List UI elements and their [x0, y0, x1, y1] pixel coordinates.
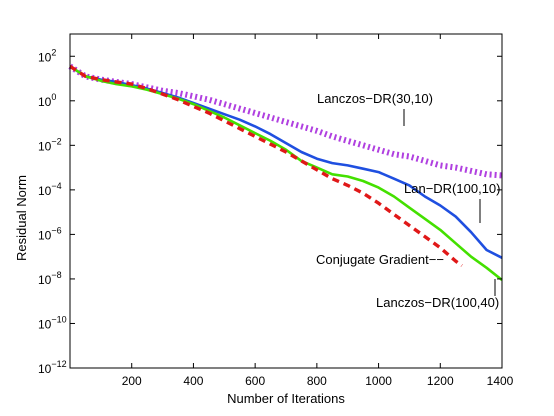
series-line-conjugate-gradient — [69, 64, 463, 267]
y-tick-label: 100 — [38, 92, 56, 109]
x-axis-label: Number of Iterations — [227, 391, 345, 406]
x-tick-label: 1200 — [427, 374, 454, 388]
x-tick-label: 1400 — [487, 374, 514, 388]
series-line-lanczos-dr-30-10 — [68, 63, 503, 179]
y-tick-label: 102 — [38, 47, 56, 64]
x-tick-label: 200 — [122, 374, 142, 388]
annotation-lan-dr-100-10: Lan−DR(100,10) — [404, 181, 500, 196]
annotation-lanczos-dr-100-40: Lanczos−DR(100,40) — [376, 295, 499, 310]
y-tick-label: 10−12 — [38, 359, 67, 376]
y-tick-label: 10−2 — [38, 136, 62, 153]
plot-lines — [68, 63, 503, 282]
y-axis-label: Residual Norm — [14, 175, 29, 261]
axis-ticks: 200 400 600 800 1000 1200 1400 102 100 10−2 10−4 10… — [38, 34, 514, 388]
series-line-lanczos-dr-100-40 — [69, 65, 503, 282]
x-tick-label: 600 — [245, 374, 265, 388]
y-tick-label: 10−6 — [38, 225, 62, 242]
x-tick-label: 1000 — [365, 374, 392, 388]
x-tick-label: 400 — [183, 374, 203, 388]
x-tick-label: 800 — [307, 374, 327, 388]
annotation-conjugate-gradient: Conjugate Gradient−− — [316, 252, 444, 267]
y-tick-label: 10−8 — [38, 270, 62, 287]
y-tick-label: 10−4 — [38, 181, 62, 198]
axes-frame — [69, 33, 503, 369]
y-tick-label: 10−10 — [38, 314, 67, 331]
annotation-lanczos-dr-30-10: Lanczos−DR(30,10) — [317, 91, 433, 106]
